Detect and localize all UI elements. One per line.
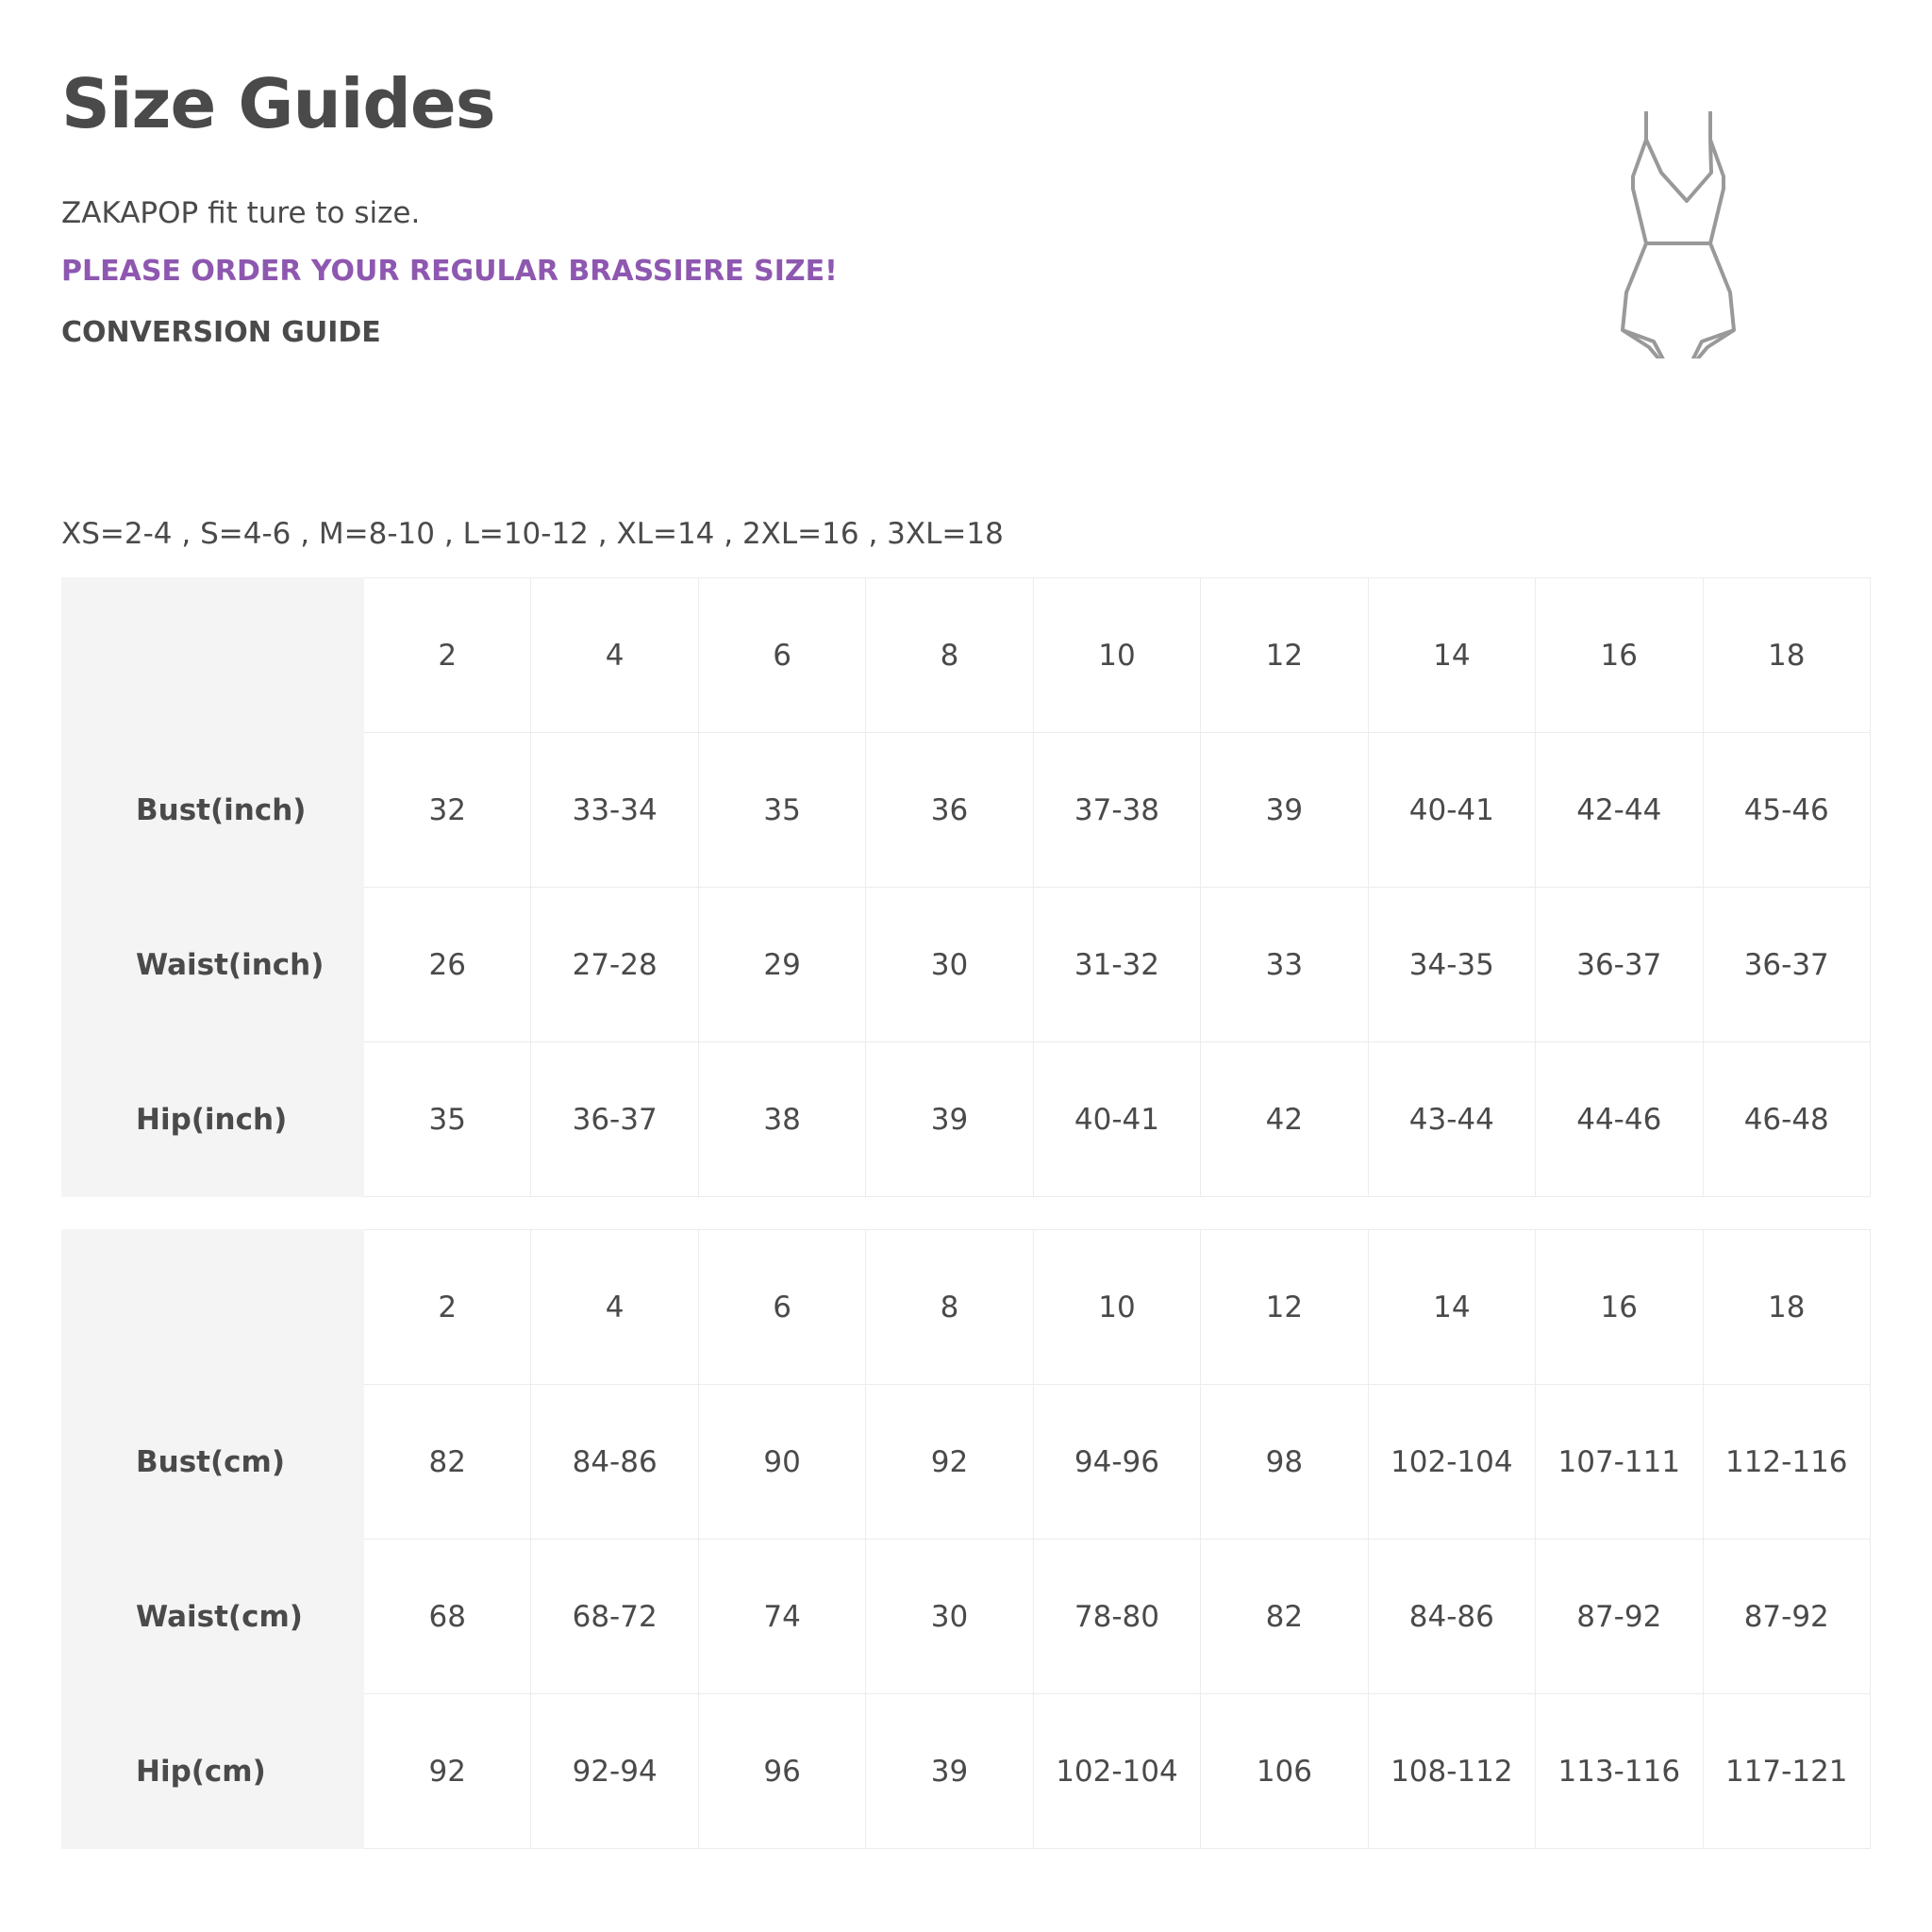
measurement-cell: 82 [1200,1539,1369,1694]
table-row: Hip(cm) 92 92-94 96 39 102-104 106 108-112 113-1… [61,1693,1871,1849]
size-header: 14 [1367,1229,1537,1385]
size-header: 6 [697,577,867,733]
measurement-cell: 68 [362,1539,532,1694]
measurement-cell: 36 [865,732,1034,888]
measurement-cell: 40-41 [1367,732,1537,888]
measurement-cell: 102-104 [1367,1384,1537,1540]
corner-cell [61,577,364,733]
measurement-cell: 36-37 [1702,887,1871,1042]
fit-note: ZAKAPOP fit ture to size. [61,196,421,230]
size-header: 18 [1702,1229,1871,1385]
size-header: 8 [865,1229,1034,1385]
size-header: 14 [1367,577,1537,733]
measurement-cell: 31-32 [1032,887,1202,1042]
measurement-cell: 106 [1200,1693,1369,1849]
size-header: 16 [1535,577,1704,733]
measurement-cell: 29 [697,887,867,1042]
measurement-cell: 92-94 [530,1693,699,1849]
measurement-cell: 39 [1200,732,1369,888]
measurement-cell: 42-44 [1535,732,1704,888]
measurement-cell: 98 [1200,1384,1369,1540]
measurement-cell: 87-92 [1702,1539,1871,1694]
row-label: Hip(cm) [61,1693,364,1849]
measurement-cell: 68-72 [530,1539,699,1694]
measurement-cell: 96 [697,1693,867,1849]
measurement-cell: 112-116 [1702,1384,1871,1540]
measurement-cell: 84-86 [530,1384,699,1540]
table-row: Hip(inch) 35 36-37 38 39 40-41 42 43-44 44-46 46-… [61,1041,1871,1197]
size-header: 4 [530,1229,699,1385]
measurement-cell: 35 [362,1041,532,1197]
measurement-cell: 38 [697,1041,867,1197]
size-header-row: 2 4 6 8 10 12 14 16 18 [61,1229,1871,1385]
measurement-cell: 90 [697,1384,867,1540]
measurement-cell: 33 [1200,887,1369,1042]
measurement-cell: 36-37 [1535,887,1704,1042]
measurement-cell: 45-46 [1702,732,1871,888]
measurement-cell: 87-92 [1535,1539,1704,1694]
measurement-cell: 107-111 [1535,1384,1704,1540]
size-header: 12 [1200,1229,1369,1385]
measurement-cell: 82 [362,1384,532,1540]
measurement-cell: 37-38 [1032,732,1202,888]
size-header: 10 [1032,577,1202,733]
measurement-cell: 43-44 [1367,1041,1537,1197]
inch-size-table: 2 4 6 8 10 12 14 16 18 Bust(inch) 32 33-34 35 36 37-38… [61,577,1871,1197]
cm-size-table: 2 4 6 8 10 12 14 16 18 Bust(cm) 82 84-86 90 92 94-96 98… [61,1229,1871,1849]
measurement-cell: 39 [865,1041,1034,1197]
measurement-cell: 33-34 [530,732,699,888]
row-label: Bust(cm) [61,1384,364,1540]
conversion-heading: CONVERSION GUIDE [61,316,381,349]
measurement-cell: 92 [362,1693,532,1849]
size-header: 2 [362,1229,532,1385]
row-label: Bust(inch) [61,732,364,888]
row-label: Waist(cm) [61,1539,364,1694]
measurement-cell: 46-48 [1702,1041,1871,1197]
measurement-cell: 30 [865,1539,1034,1694]
row-label: Hip(inch) [61,1041,364,1197]
measurement-cell: 102-104 [1032,1693,1202,1849]
size-header: 6 [697,1229,867,1385]
measurement-cell: 40-41 [1032,1041,1202,1197]
measurement-cell: 108-112 [1367,1693,1537,1849]
measurement-cell: 42 [1200,1041,1369,1197]
size-header: 8 [865,577,1034,733]
table-row: Bust(cm) 82 84-86 90 92 94-96 98 102-104 107-111… [61,1384,1871,1540]
size-header: 16 [1535,1229,1704,1385]
measurement-cell: 36-37 [530,1041,699,1197]
table-row: Waist(cm) 68 68-72 74 30 78-80 82 84-86 87-92 87-… [61,1539,1871,1694]
measurement-cell: 113-116 [1535,1693,1704,1849]
measurement-cell: 32 [362,732,532,888]
measurement-cell: 27-28 [530,887,699,1042]
measurement-cell: 39 [865,1693,1034,1849]
measurement-cell: 94-96 [1032,1384,1202,1540]
measurement-cell: 44-46 [1535,1041,1704,1197]
size-header: 12 [1200,577,1369,733]
measurement-cell: 84-86 [1367,1539,1537,1694]
size-header: 10 [1032,1229,1202,1385]
measurement-cell: 74 [697,1539,867,1694]
size-header: 2 [362,577,532,733]
table-row: Waist(inch) 26 27-28 29 30 31-32 33 34-35 36-37 3… [61,887,1871,1042]
size-header: 4 [530,577,699,733]
measurement-cell: 117-121 [1702,1693,1871,1849]
table-row: Bust(inch) 32 33-34 35 36 37-38 39 40-41 42-44 45… [61,732,1871,888]
measurement-cell: 30 [865,887,1034,1042]
size-mapping: XS=2-4 , S=4-6 , M=8-10 , L=10-12 , XL=1… [61,517,1004,551]
measurement-cell: 78-80 [1032,1539,1202,1694]
size-header: 18 [1702,577,1871,733]
order-notice: PLEASE ORDER YOUR REGULAR BRASSIERE SIZE… [61,255,838,288]
page-title: Size Guides [61,64,496,143]
measurement-cell: 92 [865,1384,1034,1540]
bodysuit-icon [1621,111,1736,358]
measurement-cell: 34-35 [1367,887,1537,1042]
measurement-cell: 35 [697,732,867,888]
corner-cell [61,1229,364,1385]
size-header-row: 2 4 6 8 10 12 14 16 18 [61,577,1871,733]
row-label: Waist(inch) [61,887,364,1042]
measurement-cell: 26 [362,887,532,1042]
